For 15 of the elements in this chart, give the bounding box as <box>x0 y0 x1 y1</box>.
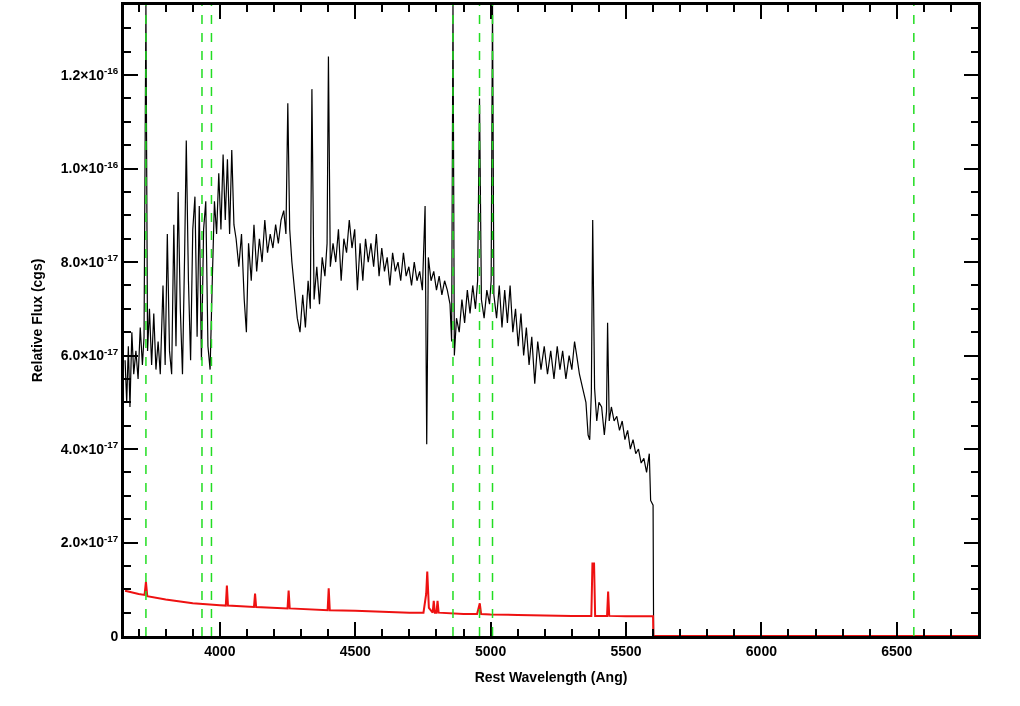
y-tick-label: 2.0×10$^{-17}$ <box>60 532 119 551</box>
y-tick-label: 6.0×10$^{-17}$ <box>60 345 119 364</box>
y-axis-title: Relative Flux (cgs) <box>29 258 46 383</box>
x-tick-label: 4000 <box>204 642 236 659</box>
y-tick-label: 4.0×10$^{-17}$ <box>60 439 119 457</box>
y-tick-label: 8.0×10$^{-17}$ <box>60 252 119 270</box>
y-tick-label: 0 <box>110 627 119 644</box>
x-tick-label: 6000 <box>745 642 778 659</box>
y-tick-label: 1.0×10$^{-16}$ <box>60 158 119 177</box>
x-tick-label: 4500 <box>339 642 372 659</box>
y-tick-label: 1.2×10$^{-16}$ <box>60 65 119 84</box>
x-tick-label: 5000 <box>475 642 507 659</box>
x-tick-label: 5500 <box>610 642 642 659</box>
x-tick-label: 6500 <box>881 642 913 659</box>
x-axis-title: Rest Wavelength (Ang) <box>474 669 628 686</box>
